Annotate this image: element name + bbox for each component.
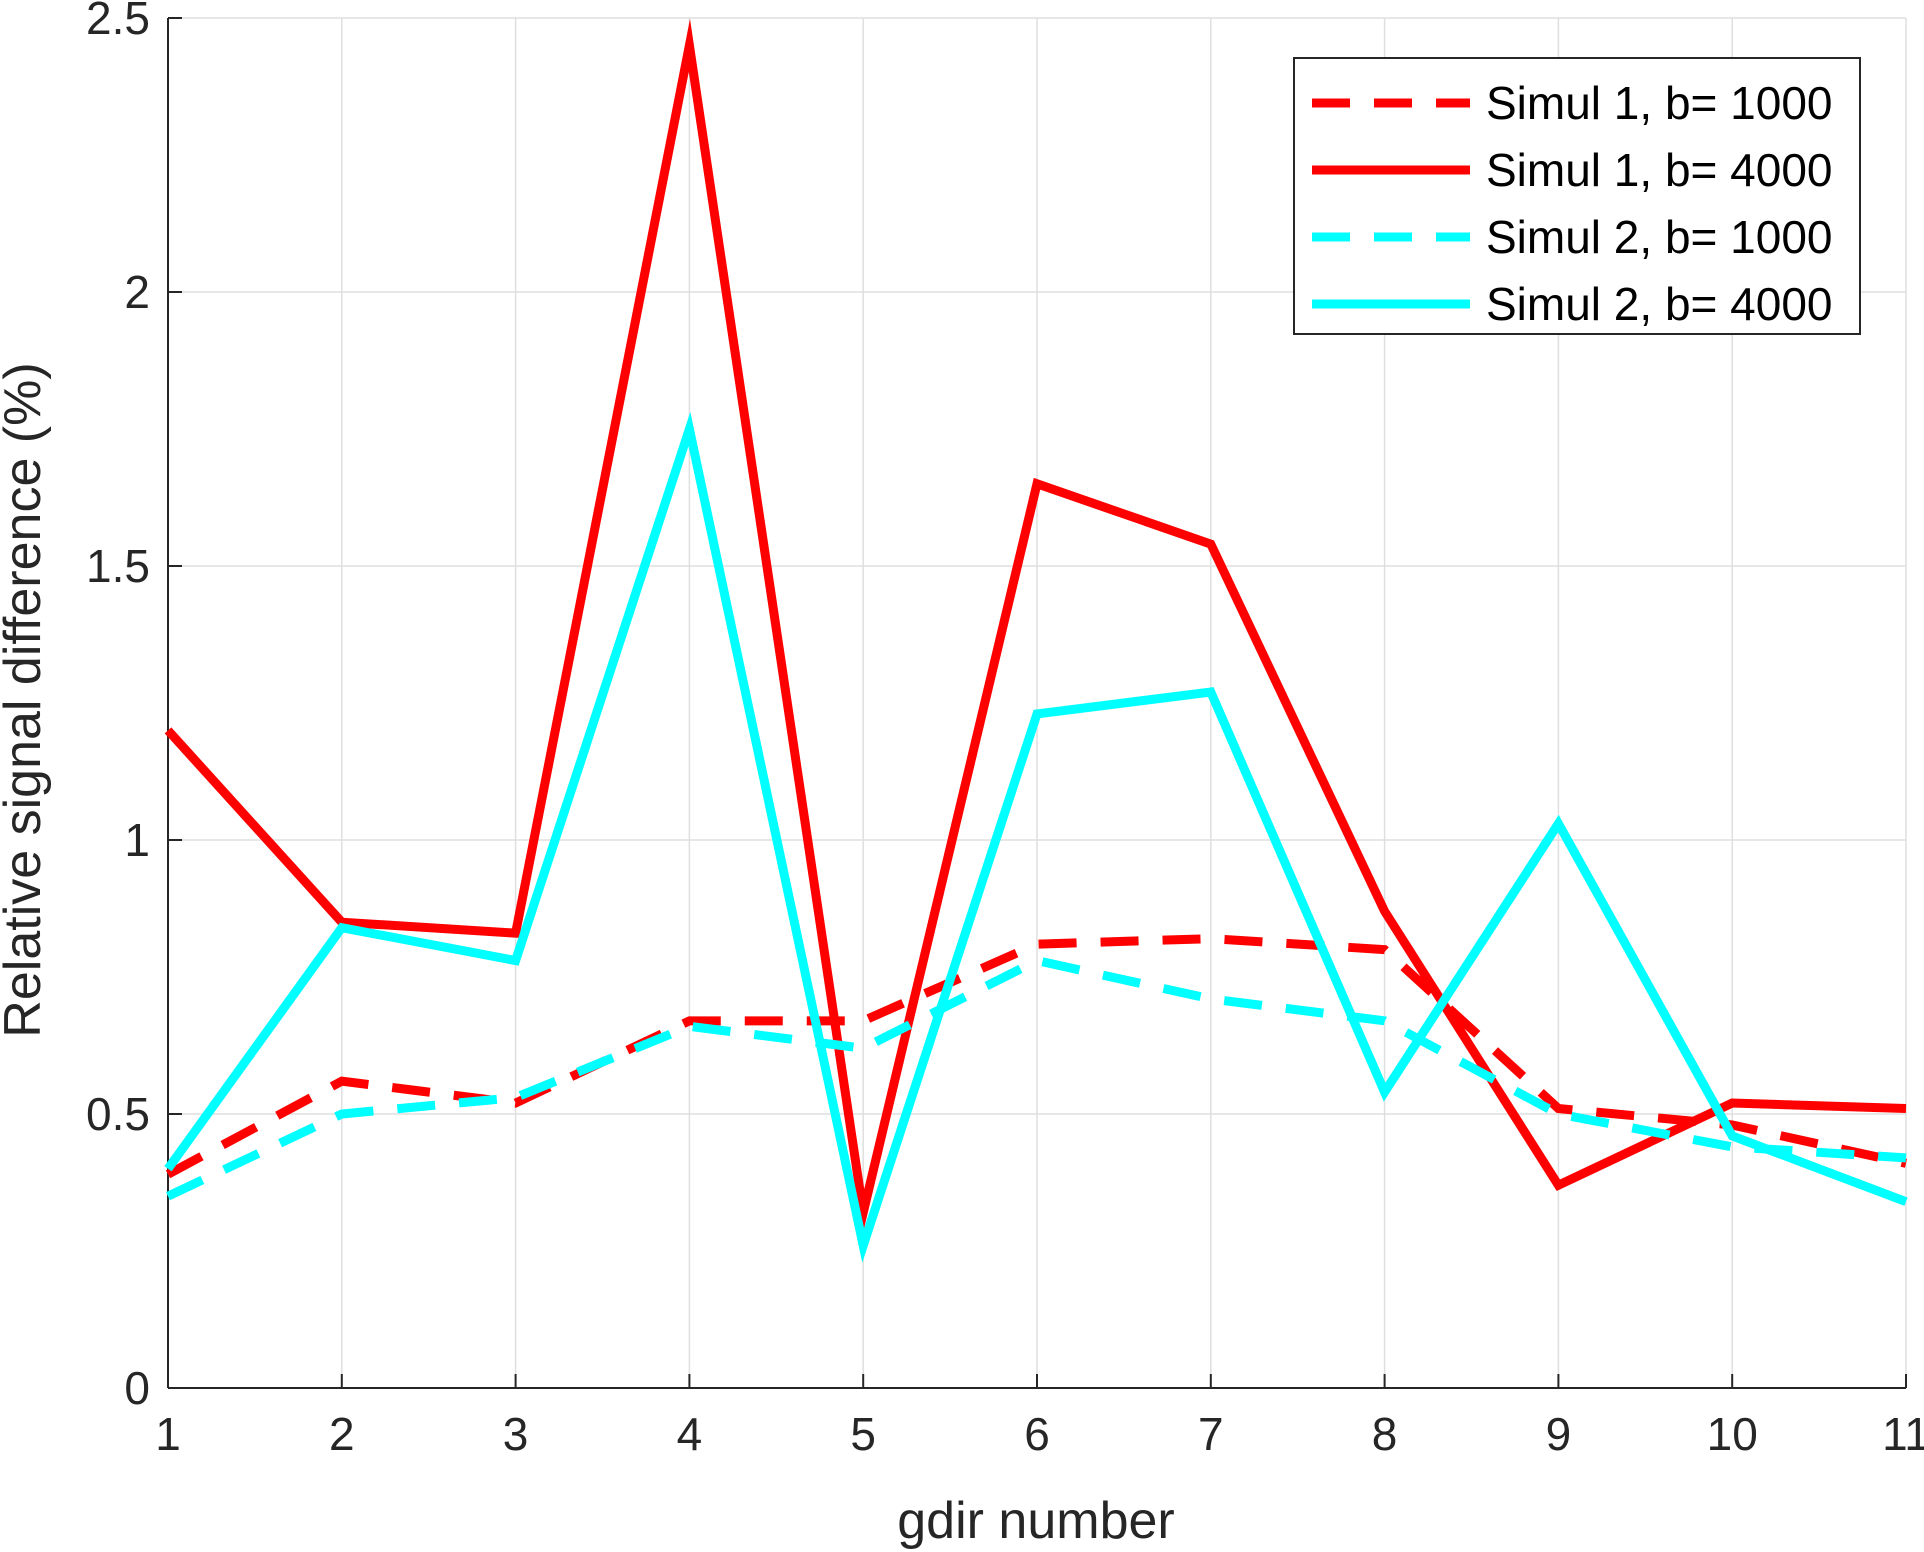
legend-entries: Simul 1, b= 1000 Simul 1, b= 4000 Simul 2,… (1312, 77, 1833, 330)
tick-labels: 1 2 3 4 5 6 7 8 9 10 11 0 0.5 1 1.5 2 2.5 (86, 0, 1924, 1460)
y-tick-label-2.5: 2.5 (86, 0, 150, 44)
x-tick-label-11: 11 (1882, 1408, 1924, 1460)
y-tick-label-0.5: 0.5 (86, 1088, 150, 1140)
series-line-2 (164, 18, 1907, 1237)
legend-label-1: Simul 1, b= 1000 (1486, 77, 1833, 129)
data-series (164, 18, 1908, 1263)
legend-label-2: Simul 1, b= 4000 (1486, 144, 1833, 196)
x-tick-label-4: 4 (677, 1408, 703, 1460)
x-tick-label-2: 2 (329, 1408, 355, 1460)
x-tick-label-7: 7 (1198, 1408, 1224, 1460)
x-axis-title: gdir number (897, 1492, 1174, 1550)
x-tick-label-10: 10 (1707, 1408, 1758, 1460)
axes (167, 17, 1907, 1389)
y-tick-label-1: 1 (124, 814, 150, 866)
x-tick-label-8: 8 (1372, 1408, 1398, 1460)
x-tick-label-3: 3 (503, 1408, 529, 1460)
y-axis-title: Relative signal difference (%) (0, 362, 52, 1037)
legend-label-4: Simul 2, b= 4000 (1486, 278, 1833, 330)
series-line-4 (164, 411, 1908, 1263)
y-tick-label-0: 0 (124, 1362, 150, 1414)
series-line-1 (165, 934, 1907, 1179)
x-tick-label-1: 1 (155, 1408, 181, 1460)
x-tick-label-6: 6 (1024, 1408, 1050, 1460)
legend: Simul 1, b= 1000 Simul 1, b= 4000 Simul 2,… (1293, 57, 1861, 335)
y-tick-label-1.5: 1.5 (86, 540, 150, 592)
y-tick-label-2: 2 (124, 266, 150, 318)
x-tick-label-9: 9 (1546, 1408, 1572, 1460)
x-tick-label-5: 5 (850, 1408, 876, 1460)
legend-label-3: Simul 2, b= 1000 (1486, 211, 1833, 263)
